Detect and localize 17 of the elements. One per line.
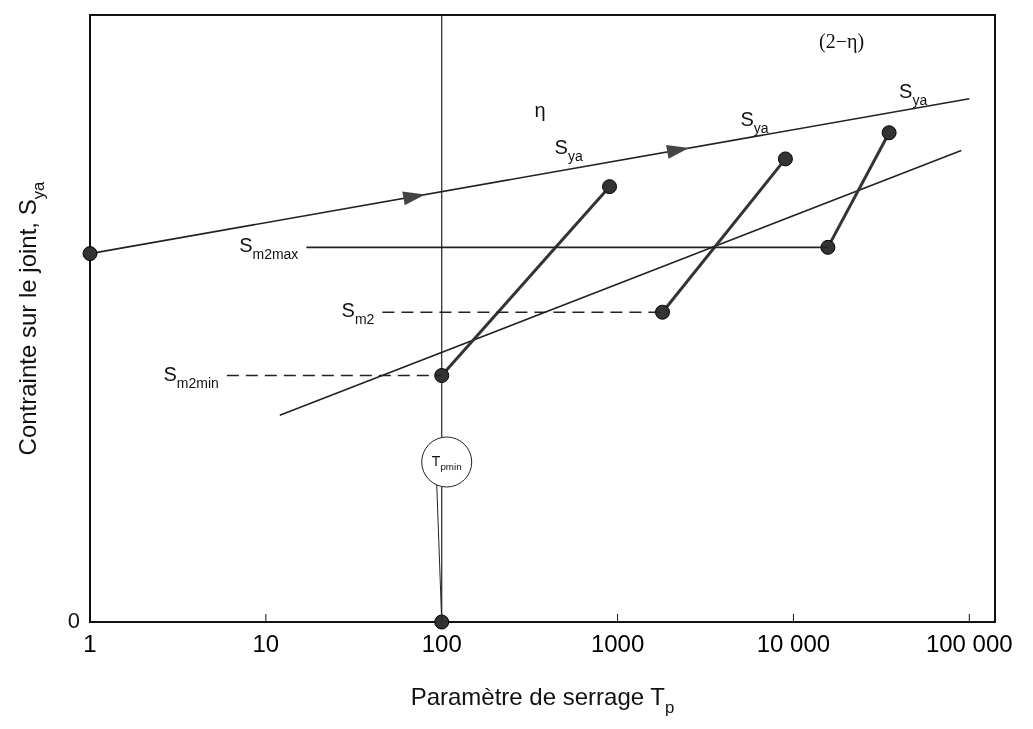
x-tick-label: 100 000 <box>925 630 1013 657</box>
text: 0 <box>67 607 80 633</box>
annotation: S$_{ya}$ <box>740 108 769 136</box>
x-tick-label: 100 <box>421 630 462 657</box>
x-tick-label: 1000 <box>590 630 645 657</box>
annotation: S$_{m2max}$ <box>239 234 299 263</box>
x-tick-label: 10 000 <box>756 630 831 657</box>
annotation: S$_{ya}$ <box>899 80 928 108</box>
annotation: η <box>534 98 546 121</box>
x-tick-label: 10 <box>252 630 280 657</box>
text: (2−η) <box>819 29 865 53</box>
x-axis-title: Paramètre de serrage T$_{p}$ <box>410 683 675 717</box>
annotation: S$_{m2}$ <box>341 299 375 327</box>
annotation: S$_{ya}$ <box>554 135 583 164</box>
annotation: T$_{pmin}$ <box>431 452 462 473</box>
x-tick-label: 1 <box>83 630 97 657</box>
annotation: S$_{m2min}$ <box>163 362 219 391</box>
